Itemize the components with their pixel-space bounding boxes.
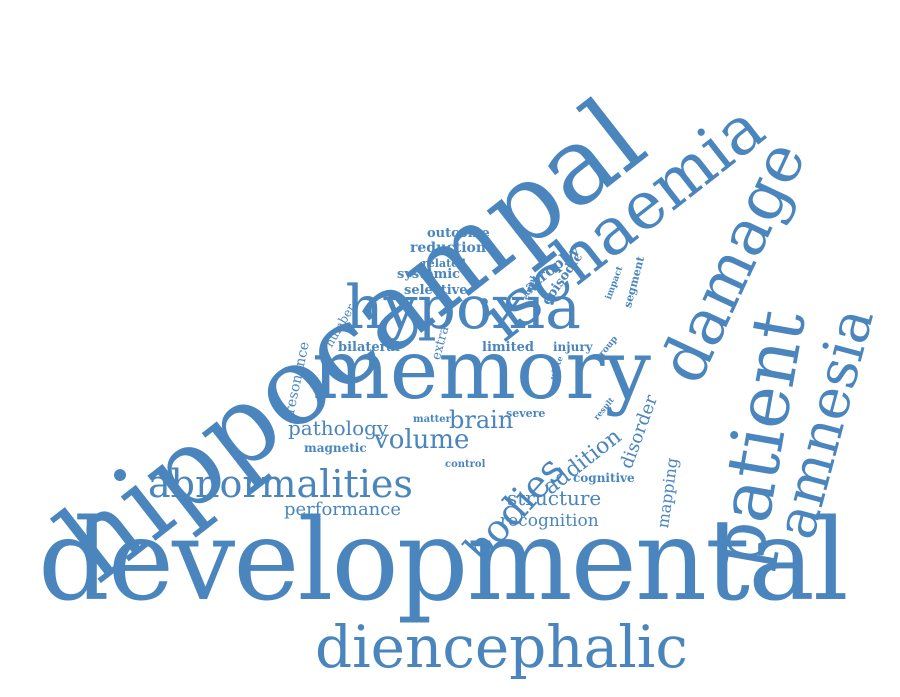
- word-outcome: outcome: [427, 227, 490, 240]
- word-diencephalic: diencephalic: [315, 618, 688, 676]
- word-limited: limited: [482, 341, 534, 354]
- word-severe: severe: [506, 408, 545, 419]
- word-developmental: developmental: [38, 505, 847, 617]
- word-injury: injury: [553, 341, 593, 353]
- word-magnetic: magnetic: [304, 442, 367, 454]
- word-selective: selective: [404, 284, 467, 297]
- word-reduction: reduction: [410, 241, 486, 255]
- word-pathology: pathology: [288, 418, 388, 438]
- word-matter: matter: [413, 415, 451, 425]
- word-cognitive: cognitive: [573, 472, 635, 484]
- word-control: control: [445, 460, 485, 470]
- word-bilateral: bilateral: [338, 341, 400, 354]
- word-systemic: systemic: [397, 268, 460, 281]
- word-brain: brain: [449, 408, 513, 432]
